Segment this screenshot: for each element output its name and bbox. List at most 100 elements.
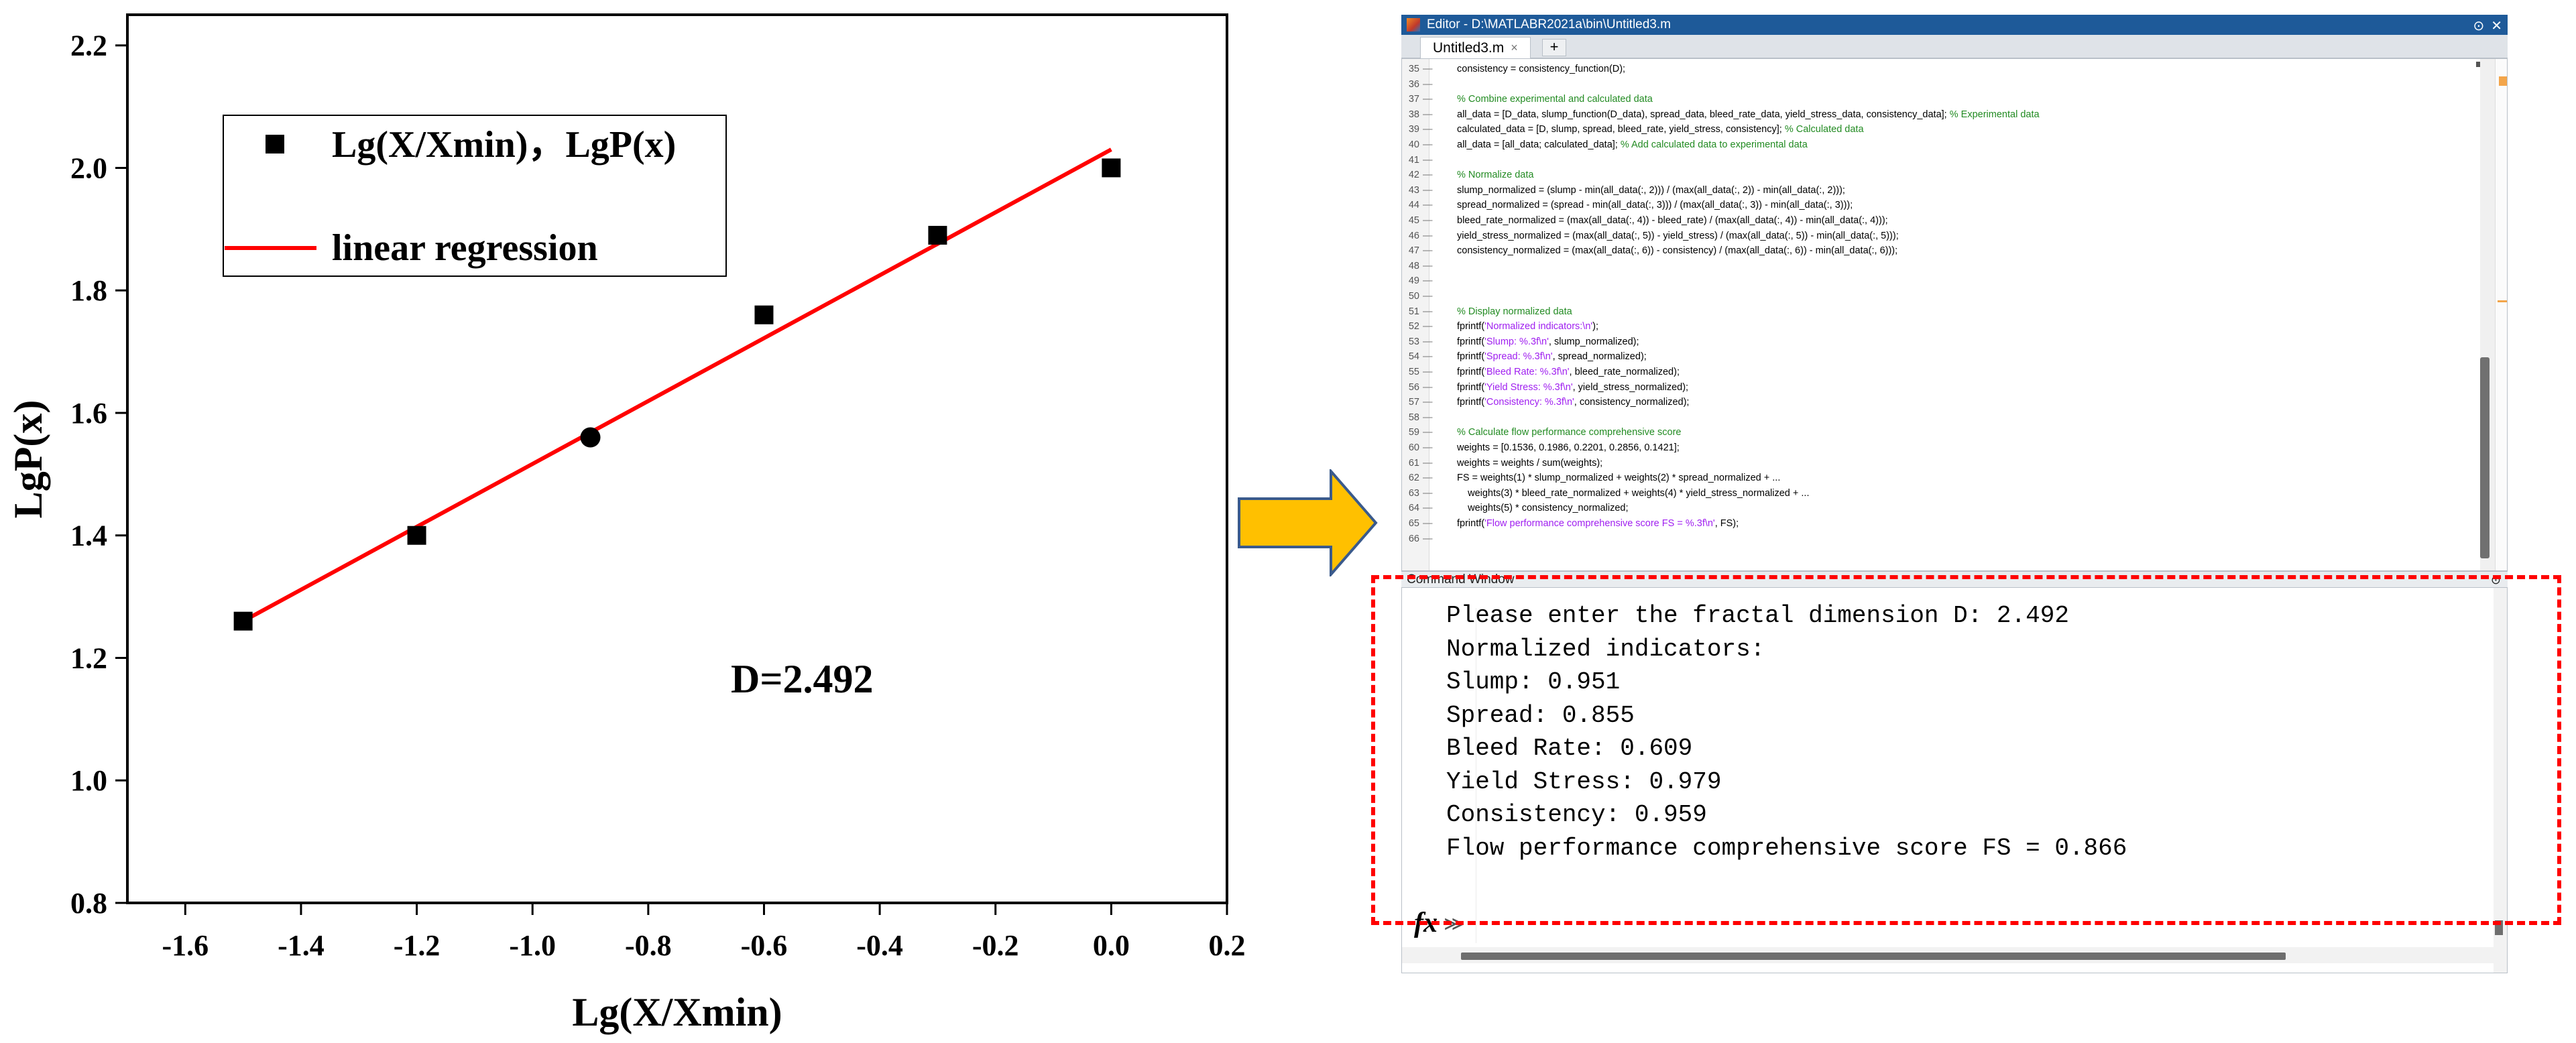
code-token: all_data = [D_data, slump_function(D_dat… (1457, 109, 1950, 120)
editor-window-controls: ⊙ ✕ (2473, 17, 2502, 34)
code-line[interactable]: 38 — all_data = [D_data, slump_function(D_… (1402, 107, 2475, 122)
code-line[interactable]: 37 — % Combine experimental and calculated… (1402, 92, 2475, 107)
code-line[interactable]: 52 — fprintf('Normalized indicators:\n'); (1402, 319, 2475, 334)
code-line[interactable]: 56 — fprintf('Yield Stress: %.3f\n', yield… (1402, 380, 2475, 395)
breakpoint-dash[interactable]: — (1423, 336, 1433, 347)
code-text: consistency = consistency_function(D); (1457, 62, 1625, 76)
breakpoint-dash[interactable]: — (1423, 487, 1433, 499)
command-window[interactable]: fx ≫ Please enter the fractal dimension … (1401, 587, 2508, 973)
x-tick-label: -0.4 (856, 929, 903, 962)
command-output-line: Bleed Rate: 0.609 (1446, 735, 1693, 762)
x-tick-label: -1.2 (394, 929, 441, 962)
tab-close-icon[interactable]: × (1511, 41, 1518, 54)
breakpoint-dash[interactable]: — (1423, 291, 1433, 302)
editor-scroll-thumb[interactable] (2480, 357, 2490, 558)
code-line[interactable]: 65 — fprintf('Flow performance comprehensi… (1402, 516, 2475, 531)
code-text: fprintf('Yield Stress: %.3f\n', yield_st… (1457, 380, 1688, 395)
breakpoint-dash[interactable]: — (1423, 321, 1433, 332)
code-text: all_data = [all_data; calculated_data]; … (1457, 137, 1808, 152)
breakpoint-dash[interactable]: — (1423, 139, 1433, 150)
breakpoint-dash[interactable]: — (1423, 275, 1433, 287)
y-tick-label: 2.2 (70, 29, 107, 62)
code-token: weights = weights / sum(weights); (1457, 457, 1603, 469)
breakpoint-dash[interactable]: — (1423, 215, 1433, 226)
warning-indicator[interactable] (2499, 76, 2507, 86)
code-editor[interactable]: 35 — consistency = consistency_function(D)… (1401, 58, 2508, 571)
breakpoint-dash[interactable]: — (1423, 109, 1433, 120)
code-line[interactable]: 40 — all_data = [all_data; calculated_data… (1402, 137, 2475, 152)
command-window-horizontal-thumb[interactable] (1461, 953, 2286, 960)
code-line[interactable]: 35 — consistency = consistency_function(D)… (1402, 62, 2475, 76)
tab-untitled3[interactable]: Untitled3.m × (1420, 37, 1531, 58)
breakpoint-dash[interactable]: — (1423, 306, 1433, 317)
breakpoint-dash[interactable]: — (1423, 200, 1433, 211)
breakpoint-dash[interactable]: — (1423, 170, 1433, 181)
code-line[interactable]: 44 — spread_normalized = (spread - min(all… (1402, 198, 2475, 212)
code-line[interactable]: 51 — % Display normalized data (1402, 304, 2475, 319)
breakpoint-dash[interactable]: — (1423, 78, 1433, 90)
line-number: 57 (1408, 397, 1419, 408)
dropdown-circle-icon[interactable]: ⊙ (2473, 19, 2485, 34)
code-line[interactable]: 64 — weights(5) * consistency_normalized; (1402, 501, 2475, 515)
code-token: fprintf( (1457, 321, 1485, 332)
code-text: weights = [0.1536, 0.1986, 0.2201, 0.285… (1457, 440, 1680, 455)
command-window-vertical-thumb[interactable] (2495, 920, 2503, 935)
code-line[interactable]: 53 — fprintf('Slump: %.3f\n', slump_normal… (1402, 334, 2475, 349)
breakpoint-dash[interactable]: — (1423, 64, 1433, 74)
code-token: weights(3) * bleed_rate_normalized + wei… (1457, 487, 1810, 499)
breakpoint-dash[interactable]: — (1423, 518, 1433, 529)
code-line[interactable]: 48 — (1402, 259, 2475, 273)
breakpoint-dash[interactable]: — (1423, 533, 1433, 544)
breakpoint-dash[interactable]: — (1423, 124, 1433, 135)
breakpoint-dash[interactable]: — (1423, 245, 1433, 257)
add-tab-button[interactable]: + (1542, 39, 1566, 56)
code-line[interactable]: 62 — FS = weights(1) * slump_normalized + … (1402, 471, 2475, 485)
breakpoint-dash[interactable]: — (1423, 94, 1433, 105)
breakpoint-dash[interactable]: — (1423, 457, 1433, 469)
y-tick-label: 0.8 (70, 887, 107, 920)
code-line[interactable]: 63 — weights(3) * bleed_rate_normalized +… (1402, 486, 2475, 501)
code-line[interactable]: 61 — weights = weights / sum(weights); (1402, 456, 2475, 471)
command-window-menu-icon[interactable]: ⊙ (2490, 573, 2501, 587)
breakpoint-dash[interactable]: — (1423, 427, 1433, 438)
breakpoint-dash[interactable]: — (1423, 260, 1433, 271)
breakpoint-dash[interactable]: — (1423, 503, 1433, 514)
code-token: consistency_normalized = (max(all_data(:… (1457, 245, 1898, 257)
breakpoint-dash[interactable]: — (1423, 381, 1433, 393)
code-line[interactable]: 66 — (1402, 532, 2475, 546)
code-line[interactable]: 43 — slump_normalized = (slump - min(all_d… (1402, 183, 2475, 198)
line-number: 54 (1408, 351, 1419, 363)
code-line[interactable]: 50 — (1402, 289, 2475, 304)
fx-icon[interactable]: fx (1414, 908, 1438, 938)
command-window-vertical-scrollbar[interactable] (2494, 588, 2507, 973)
warning-marker[interactable] (2498, 300, 2507, 302)
breakpoint-dash[interactable]: — (1423, 184, 1433, 196)
close-icon[interactable]: ✕ (2491, 19, 2502, 34)
code-line[interactable]: 41 — (1402, 153, 2475, 168)
breakpoint-dash[interactable]: — (1423, 154, 1433, 166)
code-line[interactable]: 59 — % Calculate flow performance comprehe… (1402, 425, 2475, 440)
line-number: 37 (1408, 94, 1419, 105)
code-line[interactable]: 42 — % Normalize data (1402, 168, 2475, 182)
breakpoint-dash[interactable]: — (1423, 412, 1433, 423)
line-number: 60 (1408, 442, 1419, 453)
code-line[interactable]: 46 — yield_stress_normalized = (max(all_da… (1402, 229, 2475, 243)
breakpoint-dash[interactable]: — (1423, 367, 1433, 377)
breakpoint-dash[interactable]: — (1423, 230, 1433, 241)
code-line[interactable]: 36 — (1402, 77, 2475, 92)
code-line[interactable]: 57 — fprintf('Consistency: %.3f\n', consis… (1402, 395, 2475, 410)
code-line[interactable]: 60 — weights = [0.1536, 0.1986, 0.2201, 0.… (1402, 440, 2475, 455)
breakpoint-dash[interactable]: — (1423, 397, 1433, 408)
breakpoint-dash[interactable]: — (1423, 473, 1433, 484)
code-line[interactable]: 49 — (1402, 273, 2475, 288)
code-line[interactable]: 54 — fprintf('Spread: %.3f\n', spread_norm… (1402, 349, 2475, 364)
code-line[interactable]: 47 — consistency_normalized = (max(all_dat… (1402, 243, 2475, 258)
breakpoint-dash[interactable]: — (1423, 351, 1433, 363)
x-axis-ticks: -1.6 -1.4 -1.2 -1.0 -0.8 -0.6 -0.4 -0.2 0.0 0.2 (162, 903, 1246, 962)
code-line[interactable]: 55 — fprintf('Bleed Rate: %.3f\n', bleed_r… (1402, 365, 2475, 379)
breakpoint-dash[interactable]: — (1423, 442, 1433, 453)
matlab-logo-icon (1407, 18, 1420, 32)
code-line[interactable]: 58 — (1402, 410, 2475, 425)
code-line[interactable]: 39 — calculated_data = [D, slump, spread, … (1402, 122, 2475, 137)
code-line[interactable]: 45 — bleed_rate_normalized = (max(all_data… (1402, 213, 2475, 228)
